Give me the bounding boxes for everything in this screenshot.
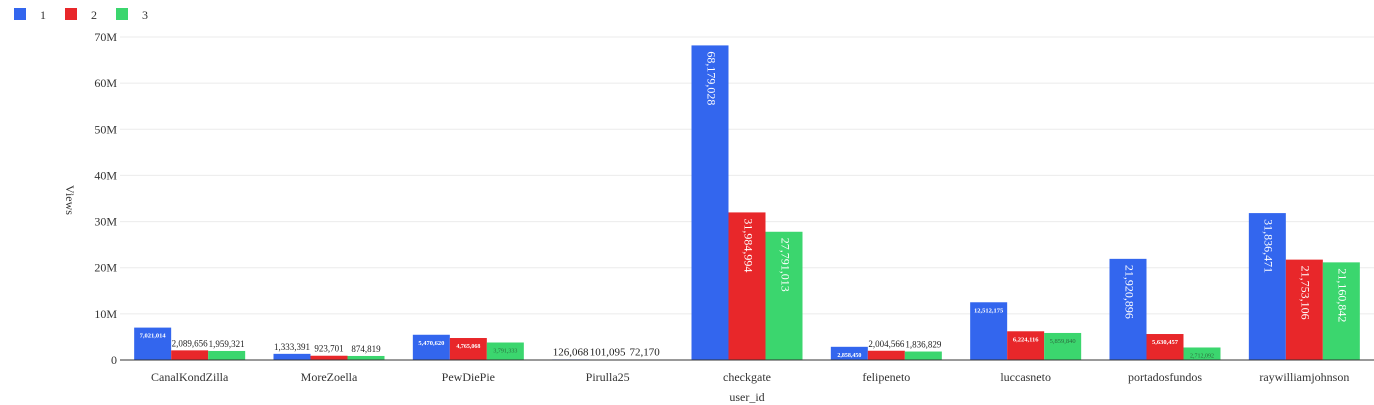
data-label: 5,630,457	[1152, 339, 1179, 346]
data-label: 5,859,840	[1050, 338, 1076, 345]
bar-MoreZoella-series-2[interactable]	[310, 355, 348, 360]
x-category-label: checkgate	[723, 370, 771, 384]
bar-PewDiePie-series-3[interactable]	[486, 342, 524, 360]
y-tick-label: 40M	[94, 168, 117, 182]
data-label: 2,858,450	[837, 353, 861, 359]
bar-portadosfundos-series-2[interactable]	[1146, 334, 1184, 360]
x-category-label: luccasneto	[1000, 370, 1051, 384]
y-axis-title: Views	[63, 185, 77, 215]
x-category-label: PewDiePie	[442, 370, 495, 384]
data-label: 12,512,175	[974, 307, 1004, 314]
bar-portadosfundos-series-3[interactable]	[1183, 347, 1221, 360]
y-tick-label: 70M	[94, 30, 117, 44]
legend-swatch-1[interactable]	[14, 8, 26, 20]
bar-MoreZoella-series-3[interactable]	[347, 355, 385, 360]
legend: 1 2 3	[14, 8, 148, 22]
bar-portadosfundos-series-1[interactable]	[1109, 258, 1147, 360]
legend-swatch-2[interactable]	[65, 8, 77, 20]
y-axis-ticks: 0 10M 20M 30M 40M 50M 60M 70M	[94, 30, 117, 367]
bar-MoreZoella-series-1[interactable]	[273, 353, 311, 360]
legend-label-3: 3	[142, 8, 148, 22]
data-label: 27,791,013	[778, 238, 792, 292]
bar-PewDiePie-series-1[interactable]	[412, 334, 450, 360]
y-tick-label: 20M	[94, 261, 117, 275]
data-label: 874,819	[351, 344, 381, 354]
x-axis-title: user_id	[729, 390, 764, 404]
x-category-label: portadosfundos	[1128, 370, 1202, 384]
data-label: 2,089,656	[172, 338, 209, 348]
data-label: 68,179,028	[704, 51, 718, 105]
data-label: 5,470,620	[418, 340, 444, 347]
bar-felipeneto-series-2[interactable]	[867, 350, 905, 360]
data-label: 21,753,106	[1299, 266, 1313, 320]
bars	[134, 45, 1360, 361]
data-label: 4,765,068	[456, 344, 480, 350]
bar-CanalKondZilla-series-3[interactable]	[208, 350, 246, 360]
bar-raywilliamjohnson-series-1[interactable]	[1248, 213, 1286, 360]
data-label: 21,920,896	[1122, 265, 1136, 319]
bar-checkgate-series-3[interactable]	[765, 231, 803, 360]
x-category-label: MoreZoella	[301, 370, 358, 384]
bar-luccasneto-series-2[interactable]	[1007, 331, 1045, 360]
x-category-label: Pirulla25	[586, 370, 630, 384]
y-tick-label: 0	[111, 353, 117, 367]
y-tick-label: 50M	[94, 122, 117, 136]
y-tick-label: 30M	[94, 215, 117, 229]
legend-swatch-3[interactable]	[116, 8, 128, 20]
data-label: 126,068	[553, 346, 589, 358]
bar-raywilliamjohnson-series-3[interactable]	[1322, 262, 1360, 360]
bar-CanalKondZilla-series-2[interactable]	[171, 350, 209, 360]
x-category-label: raywilliamjohnson	[1259, 370, 1349, 384]
data-label: 7,021,014	[140, 333, 167, 340]
bar-luccasneto-series-3[interactable]	[1044, 332, 1082, 360]
data-label: 101,095	[590, 347, 626, 359]
x-category-label: felipeneto	[862, 370, 910, 384]
bar-felipeneto-series-3[interactable]	[904, 351, 942, 360]
data-label: 31,984,994	[741, 218, 755, 272]
bar-felipeneto-series-1[interactable]	[830, 346, 868, 360]
y-tick-label: 60M	[94, 76, 117, 90]
data-label: 3,791,333	[493, 349, 517, 355]
bar-luccasneto-series-1[interactable]	[970, 302, 1008, 360]
bar-PewDiePie-series-2[interactable]	[449, 338, 487, 360]
x-category-label: CanalKondZilla	[151, 370, 229, 384]
data-label: 1,836,829	[905, 340, 942, 350]
data-label: 21,160,842	[1336, 268, 1350, 322]
legend-label-1: 1	[40, 8, 46, 22]
data-label: 1,959,321	[209, 339, 245, 349]
data-label: 6,224,116	[1013, 336, 1039, 343]
legend-label-2: 2	[91, 8, 97, 22]
data-label: 72,170	[630, 347, 661, 359]
data-label: 31,836,471	[1262, 219, 1276, 273]
data-label: 923,701	[314, 344, 343, 354]
bar-raywilliamjohnson-series-2[interactable]	[1285, 259, 1323, 360]
data-label: 2,004,566	[868, 339, 905, 349]
x-axis-categories: CanalKondZilla MoreZoella PewDiePie Pirulla…	[151, 370, 1349, 384]
data-label: 2,712,092	[1190, 353, 1214, 359]
y-tick-label: 10M	[94, 307, 117, 321]
bar-checkgate-series-2[interactable]	[728, 212, 766, 360]
data-labels: 7,021,014 2,089,656 1,959,321 1,333,391 923,…	[140, 51, 1350, 359]
data-label: 1,333,391	[274, 342, 310, 352]
bar-CanalKondZilla-series-1[interactable]	[134, 327, 172, 360]
bar-checkgate-series-1[interactable]	[691, 45, 729, 360]
